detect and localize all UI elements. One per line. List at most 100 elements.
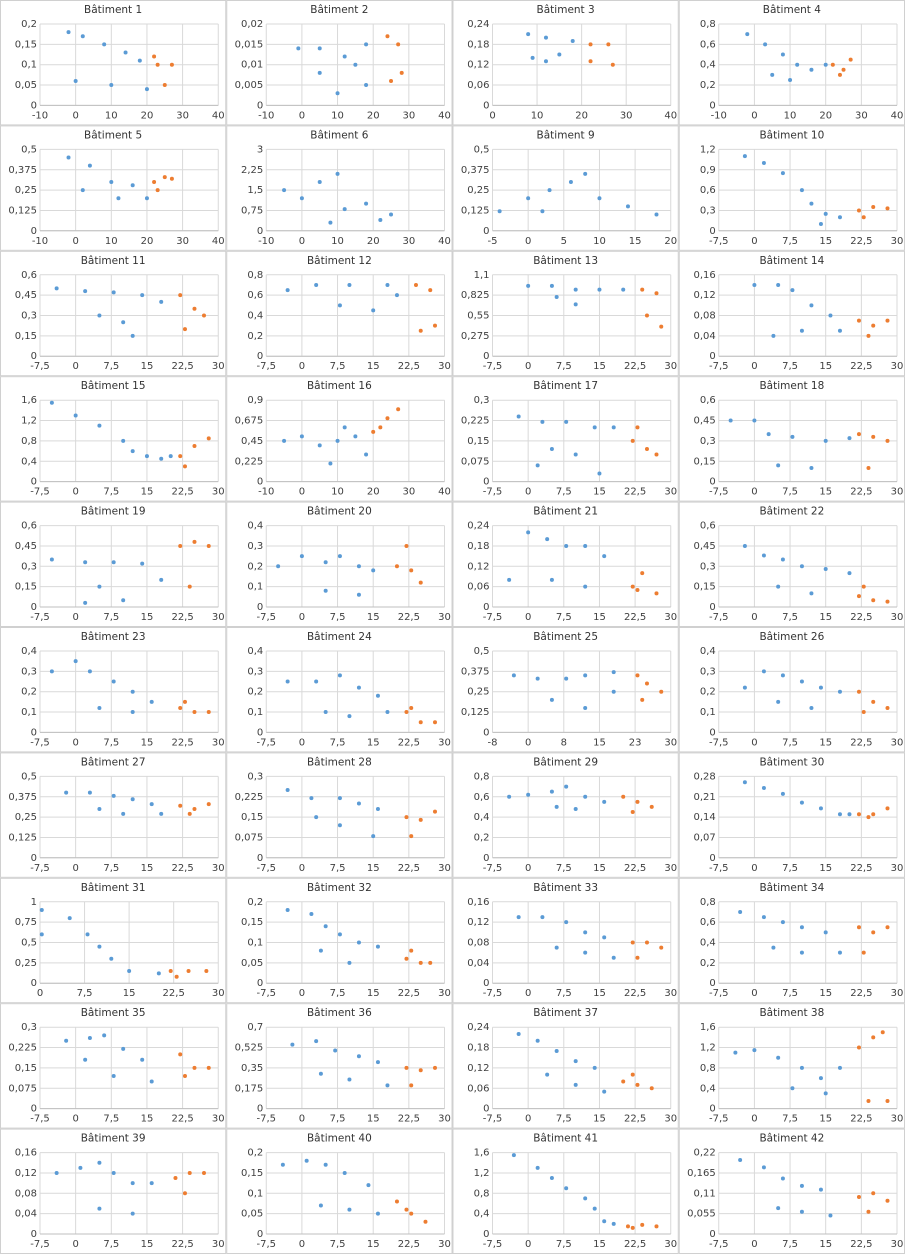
x-tick-label: 0 — [525, 1114, 531, 1125]
point — [554, 945, 559, 950]
x-tick-label: 15 — [593, 612, 606, 623]
y-tick-label: 0,2 — [700, 687, 716, 698]
point — [568, 179, 573, 184]
point — [640, 697, 645, 702]
x-tick-label: 30 — [891, 612, 904, 623]
point — [526, 530, 531, 535]
cell-border — [452, 125, 679, 251]
chart-title: Bâtiment 1 — [84, 4, 142, 16]
x-tick-label: 30 — [664, 737, 677, 748]
point — [799, 328, 804, 333]
x-tick-label: 0 — [525, 361, 531, 372]
point — [423, 1219, 428, 1224]
point — [173, 1176, 178, 1181]
y-tick-label: 0 — [483, 351, 489, 362]
y-tick-label: 0 — [257, 100, 263, 111]
y-tick-label: 0 — [257, 727, 263, 738]
x-tick-label: 30 — [664, 361, 677, 372]
x-tick-label: 0 — [751, 988, 757, 999]
chart-title: Bâtiment 3 — [537, 4, 595, 16]
chart-title: Bâtiment 26 — [759, 631, 824, 643]
y-tick-label: 0 — [257, 477, 263, 488]
chart-title: Bâtiment 2 — [310, 4, 368, 16]
point — [583, 673, 588, 678]
point — [549, 789, 554, 794]
point — [611, 955, 616, 960]
y-tick-label: 0,45 — [693, 416, 715, 427]
point — [654, 591, 659, 596]
point — [856, 1195, 861, 1199]
chart-title: Bâtiment 27 — [81, 756, 146, 768]
x-tick-label: -7,5 — [709, 988, 729, 999]
y-tick-label: 0,16 — [15, 1148, 37, 1159]
point — [80, 34, 85, 39]
x-tick-label: -10 — [258, 110, 274, 121]
point — [64, 1038, 69, 1043]
point — [78, 1165, 83, 1170]
chart-title: Bâtiment 4 — [763, 4, 821, 16]
x-tick-label: 15 — [367, 361, 380, 372]
y-tick-label: 0,15 — [693, 582, 715, 593]
point — [187, 811, 192, 816]
point — [770, 72, 775, 77]
y-tick-label: 0 — [709, 602, 715, 613]
x-tick-label: 22,5 — [850, 1114, 872, 1125]
x-tick-label: 22,5 — [398, 863, 420, 874]
point — [375, 1060, 380, 1065]
point — [543, 35, 548, 40]
x-tick-label: 22,5 — [624, 988, 646, 999]
point — [140, 1057, 145, 1062]
y-tick-label: 0,22 — [693, 1148, 715, 1159]
point — [206, 802, 211, 807]
point — [97, 1206, 102, 1211]
point — [799, 1065, 804, 1070]
y-tick-label: 0,04 — [15, 1209, 37, 1220]
point — [621, 794, 626, 799]
y-tick-label: 0,8 — [700, 1063, 716, 1074]
point — [353, 434, 358, 439]
y-tick-label: 0,4 — [700, 938, 716, 949]
x-tick-label: -10 — [258, 236, 274, 247]
x-tick-label: 22,5 — [398, 1239, 420, 1250]
x-tick-label: 0 — [525, 737, 531, 748]
point — [543, 59, 548, 64]
x-tick-label: 30 — [664, 988, 677, 999]
y-tick-label: 0 — [257, 853, 263, 864]
y-tick-label: 0 — [709, 853, 715, 864]
point — [111, 290, 116, 295]
point — [776, 463, 781, 468]
cell-border — [226, 877, 453, 1004]
y-tick-label: 0,8 — [700, 19, 716, 30]
point — [155, 62, 160, 67]
y-tick-label: 1,1 — [474, 270, 490, 281]
point — [130, 183, 135, 188]
y-tick-label: 0,6 — [700, 521, 716, 532]
point — [547, 188, 552, 193]
point — [837, 72, 842, 77]
x-tick-label: 7,5 — [103, 612, 119, 623]
point — [314, 282, 319, 287]
point — [742, 780, 747, 785]
point — [776, 699, 781, 704]
point — [625, 204, 630, 209]
x-tick-label: 15 — [141, 487, 154, 498]
x-tick-label: 20 — [367, 487, 380, 498]
point — [156, 971, 161, 976]
x-tick-label: 22,5 — [850, 612, 872, 623]
y-tick-label: 3 — [257, 144, 263, 155]
x-tick-label: 22,5 — [171, 737, 193, 748]
point — [109, 83, 114, 88]
y-tick-label: 1,2 — [21, 416, 37, 427]
chart-title: Bâtiment 29 — [533, 756, 598, 768]
y-tick-label: 1,6 — [21, 395, 37, 406]
point — [432, 323, 437, 328]
point — [583, 543, 588, 548]
point — [847, 571, 852, 576]
y-tick-label: 0,2 — [700, 80, 716, 91]
y-tick-label: 1,5 — [247, 185, 263, 196]
point — [752, 418, 757, 423]
x-tick-label: 0 — [525, 612, 531, 623]
y-tick-label: 0,11 — [693, 1188, 715, 1199]
point — [602, 1219, 607, 1224]
point — [140, 293, 145, 298]
